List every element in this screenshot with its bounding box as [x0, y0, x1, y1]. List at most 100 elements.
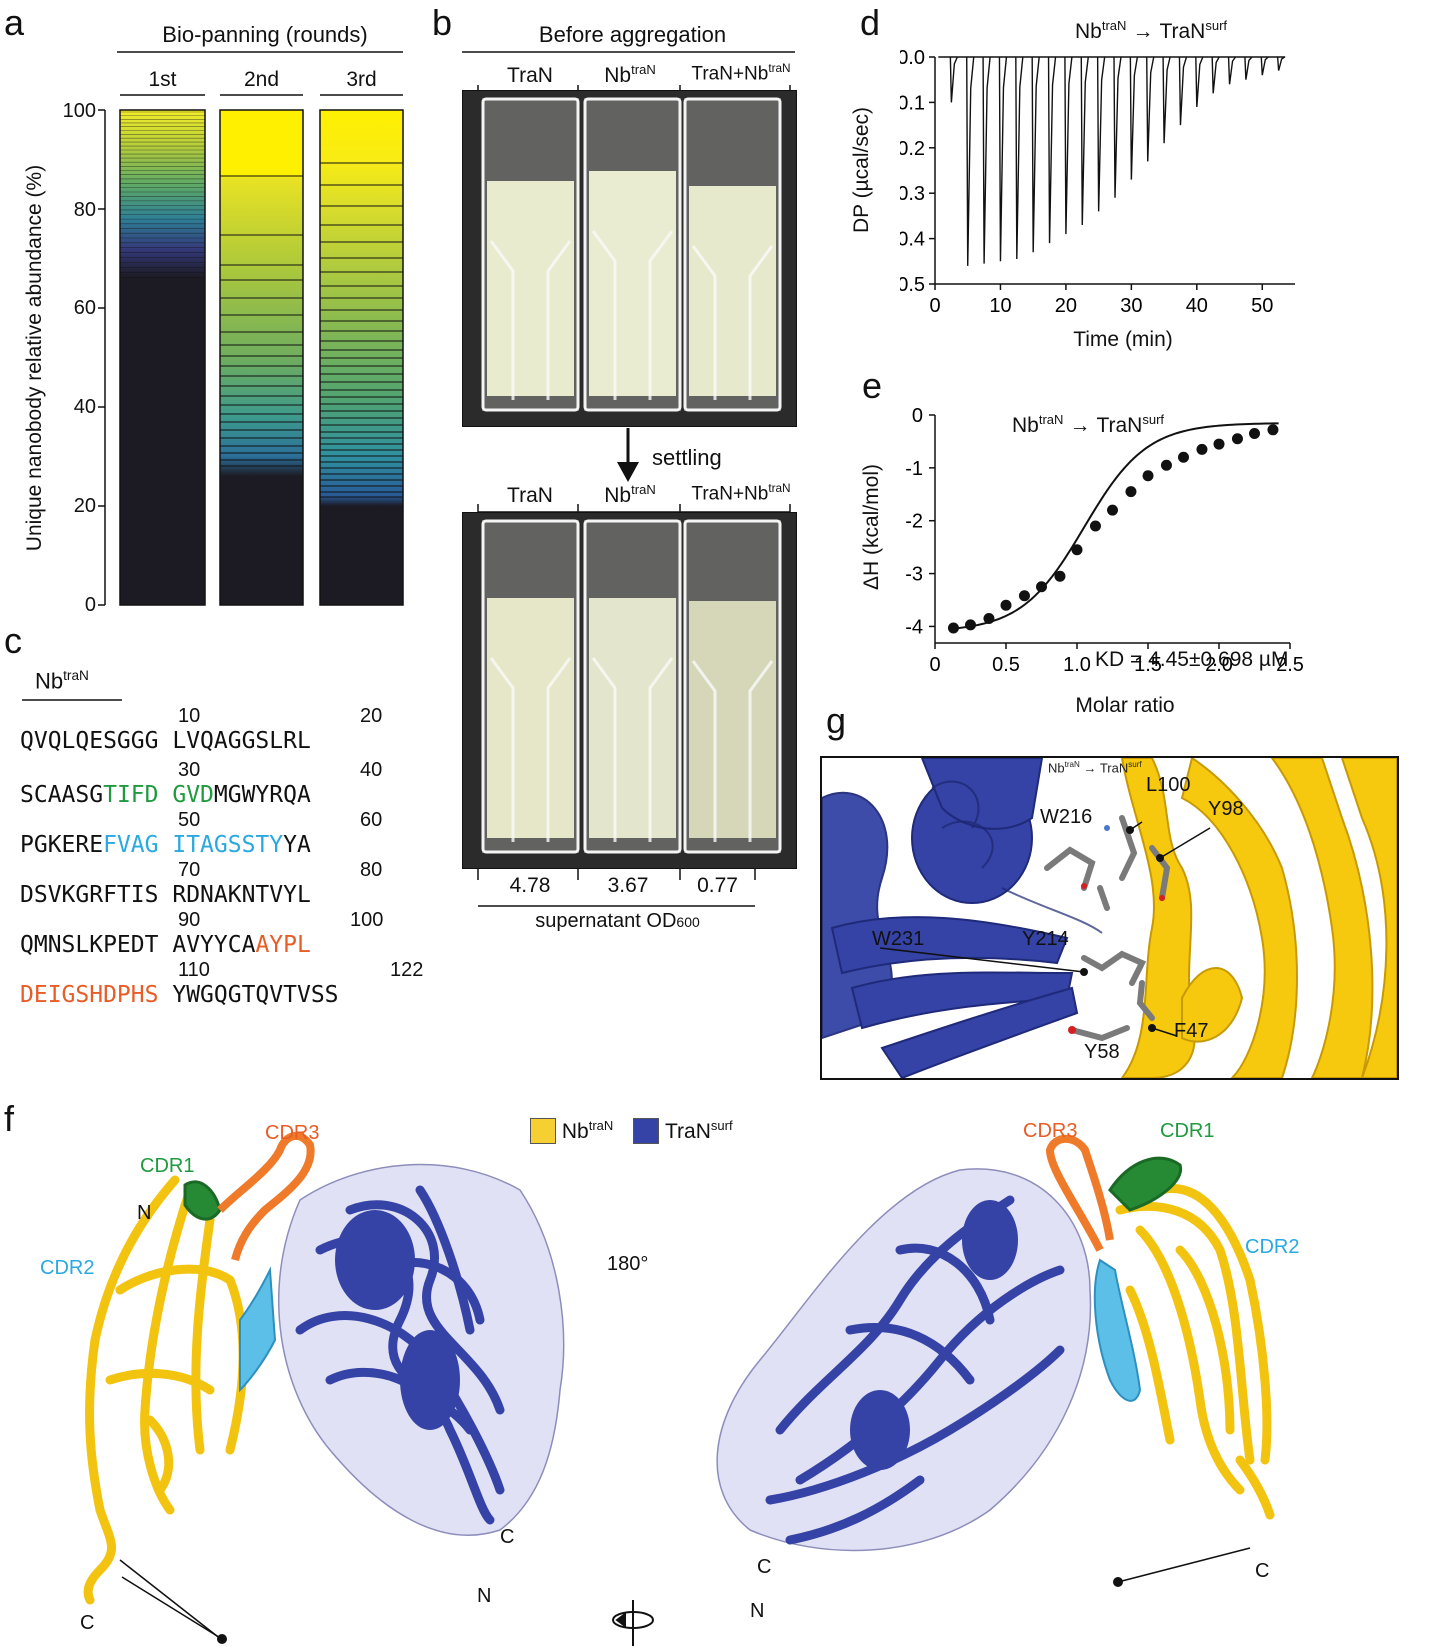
d-peak [1047, 56, 1057, 244]
rotate-180-icon [612, 1600, 654, 1646]
seq-num-60: 60 [360, 809, 383, 831]
d-peak [949, 56, 959, 103]
g-res-Y58: Y58 [1084, 1041, 1120, 1063]
d-peak [1244, 56, 1253, 80]
panel-label-d: d [860, 2, 881, 43]
seq-cdr2-b: ITAGSSTY [172, 832, 284, 858]
b-top-label-tran: TraN [507, 64, 553, 87]
panel-label-g: g [826, 700, 847, 741]
b-bottom-label-mix: TraN+NbtraN [691, 482, 791, 505]
seq-cdr1-b: GVD [172, 782, 214, 808]
d-xtick: 30 [1120, 295, 1142, 317]
e-xtick: 1.5 [1134, 654, 1162, 676]
d-peak [1227, 56, 1237, 85]
complex-structure-views [83, 1132, 1275, 1646]
left-view [83, 1132, 565, 1641]
seq-r3a: PGKERE [20, 832, 104, 858]
b-top-label-nb: NbtraN [604, 62, 656, 87]
e-ytick: -1 [905, 458, 923, 480]
legend-nb-label: NbtraN [561, 1118, 614, 1143]
f-left-cdr2: CDR2 [40, 1257, 95, 1279]
f-left-trans-c: C [500, 1526, 515, 1548]
seq-r3d: YA [283, 832, 311, 858]
seq-r2d: MGWYRQA [213, 782, 311, 808]
d-xtick: 50 [1251, 295, 1273, 317]
e-data-point [1036, 581, 1047, 593]
panel-label-c: c [4, 620, 22, 661]
g-res-Y98: Y98 [1208, 798, 1244, 820]
e-ylabel: ΔH (kcal/mol) [860, 463, 883, 591]
f-left-cdr1: CDR1 [140, 1155, 195, 1177]
e-fit-curve [949, 422, 1279, 630]
seq-num-100: 100 [350, 909, 384, 931]
d-peak [1113, 56, 1122, 198]
d-title: NbtraN → TraNsurf [1075, 18, 1228, 43]
b-header: Before aggregation [538, 22, 727, 47]
a-ytick-80: 80 [73, 199, 96, 221]
e-ytick: -4 [905, 616, 923, 638]
a-bar-chart [98, 51, 404, 606]
a-round-3: 3rd [346, 68, 377, 91]
seq-r6b: YWGQGTQVTVSS [172, 982, 339, 1008]
e-data-point [1213, 438, 1225, 450]
f-right-cdr3: CDR3 [1023, 1120, 1078, 1142]
seq-num-110: 110 [178, 959, 210, 981]
seq-cdr1-a: TIFD [103, 782, 159, 808]
seq-cdr3-a: AYPL [255, 932, 311, 958]
e-xtick: 1.0 [1063, 654, 1091, 676]
e-data-point [1267, 424, 1279, 436]
seq-num-122: 122 [390, 959, 424, 981]
d-xtick: 40 [1186, 295, 1208, 317]
seq-r1b: LVQAGGSLRL [172, 728, 311, 754]
seq-num-90: 90 [178, 909, 201, 931]
f-right-cdr2: CDR2 [1245, 1236, 1300, 1258]
seq-r5a: QMNSLKPEDT [20, 932, 159, 958]
e-data-point [1018, 590, 1030, 602]
d-ytick: 0.0 [900, 47, 925, 69]
d-peak [1080, 56, 1089, 225]
e-data-point [1125, 486, 1137, 498]
d-ytick: -0.5 [900, 274, 925, 296]
d-ytick: -0.2 [900, 138, 925, 160]
d-peak [1015, 56, 1024, 260]
f-left-n: N [137, 1202, 152, 1224]
seq-r5b: AVYYCA [172, 932, 256, 958]
e-title: NbtraN → TraNsurf [1012, 412, 1165, 437]
d-peak [1146, 56, 1155, 162]
e-xlabel: Molar ratio [1075, 694, 1175, 717]
e-data-point [1249, 428, 1260, 439]
d-peak [1162, 56, 1171, 144]
itc-raw-chart: 0.0 -0.1 -0.2 -0.3 -0.4 -0.50 10 20 30 40 50 [900, 47, 1295, 317]
seq-r1a: QVQLQESGGG [20, 728, 159, 754]
e-data-point [1071, 544, 1083, 556]
f-right-trans-n: N [750, 1600, 765, 1622]
d-peak [1031, 56, 1040, 253]
g-res-F47: F47 [1174, 1020, 1209, 1042]
panel-label-f: f [4, 1098, 15, 1139]
e-data-point [1142, 470, 1154, 482]
b-bottom-label-nb: NbtraN [604, 482, 656, 507]
e-ytick: -2 [905, 511, 923, 533]
f-legend: NbtraN TraNsurf [530, 1118, 733, 1144]
a-ytick-20: 20 [73, 495, 96, 517]
panel-label-e: e [862, 365, 883, 406]
panel-label-a: a [4, 2, 25, 43]
a-ytick-40: 40 [73, 396, 96, 418]
seq-num-50: 50 [178, 809, 201, 831]
g-res-W216: W216 [1040, 806, 1093, 828]
seq-num-20: 20 [360, 705, 383, 727]
d-peak [1129, 56, 1139, 180]
a-header: Bio-panning (rounds) [162, 22, 368, 47]
e-kd-label: KD = 4.45±0.698 µM [1095, 648, 1289, 671]
e-xtick: 0.5 [992, 654, 1020, 676]
a-round-2: 2nd [243, 68, 280, 91]
d-peak [966, 56, 975, 266]
f-rot-label: 180° [607, 1253, 649, 1275]
e-data-point [1107, 504, 1118, 516]
d-peak [1064, 56, 1073, 235]
e-data-point [1160, 459, 1172, 471]
f-right-trans-c: C [757, 1556, 772, 1578]
d-ylabel: DP (µcal/sec) [850, 106, 873, 234]
b-od-value-3: 0.77 [697, 874, 738, 897]
legend-nb-swatch [530, 1118, 556, 1144]
